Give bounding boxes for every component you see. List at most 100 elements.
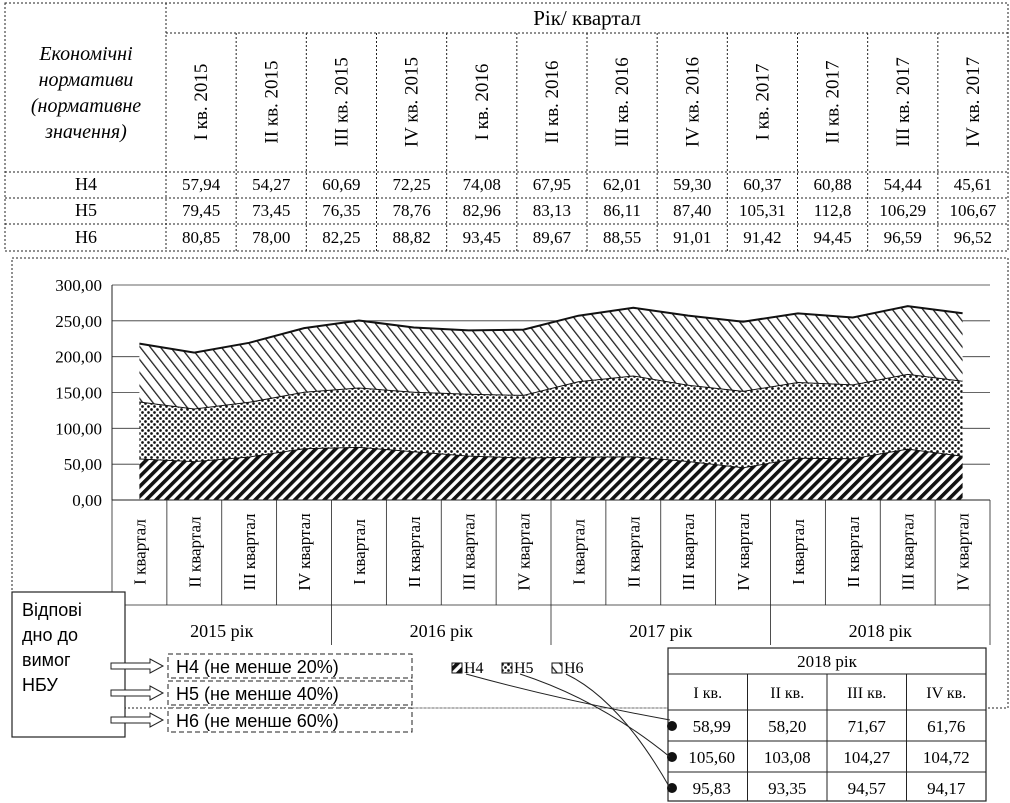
x-category-label: III квартал xyxy=(679,513,698,590)
x-category-label: I квартал xyxy=(350,519,369,585)
row-label: Н4 xyxy=(75,174,97,194)
table-cell: 91,01 xyxy=(673,228,711,247)
column-header: I кв. 2016 xyxy=(472,64,493,141)
requirement-item-box xyxy=(167,653,413,679)
requirement-item-box xyxy=(167,680,413,706)
top-table-border xyxy=(4,2,1009,252)
row-header-line: значення) xyxy=(44,121,127,143)
table-2018-title: 2018 рік xyxy=(797,652,857,671)
y-tick-label: 250,00 xyxy=(55,312,102,331)
table-cell: 93,45 xyxy=(463,228,501,247)
table-2018-cell: 104,27 xyxy=(843,748,890,767)
x-group-label: 2015 рік xyxy=(190,621,254,641)
table-cell: 60,37 xyxy=(743,175,782,194)
column-header: I кв. 2015 xyxy=(191,64,212,141)
table-cell: 79,45 xyxy=(182,201,220,220)
table-cell: 76,35 xyxy=(322,201,360,220)
table-cell: 67,95 xyxy=(533,175,571,194)
x-group-label: 2016 рік xyxy=(410,621,474,641)
y-tick-label: 150,00 xyxy=(55,384,102,403)
bullet-dot xyxy=(667,721,677,731)
row-label: Н5 xyxy=(75,200,97,220)
table-cell: 74,08 xyxy=(463,175,501,194)
table-2018-cell: 94,17 xyxy=(927,779,966,798)
table-cell: 78,00 xyxy=(252,228,290,247)
x-group-label: 2017 рік xyxy=(629,621,693,641)
arrow-icon xyxy=(110,712,165,728)
x-category-label: III квартал xyxy=(240,513,259,590)
legend-label: Н6 xyxy=(564,660,584,677)
connector-h6 xyxy=(565,673,671,789)
requirements-box-line: НБУ xyxy=(22,675,58,695)
table-cell: 82,96 xyxy=(463,201,501,220)
table-cell: 86,11 xyxy=(603,201,641,220)
requirements-box-line: дно до xyxy=(22,625,78,645)
x-category-label: I квартал xyxy=(569,519,588,585)
connector-h4 xyxy=(465,673,671,721)
column-header: III кв. 2015 xyxy=(331,57,352,146)
connector-h5 xyxy=(519,673,671,758)
table-cell: 62,01 xyxy=(603,175,641,194)
top-table: Економічнінормативи(нормативнезначення) … xyxy=(4,2,1009,252)
column-header: IV кв. 2017 xyxy=(963,57,984,147)
table-cell: 73,45 xyxy=(252,201,290,220)
column-header: III кв. 2017 xyxy=(893,57,914,146)
column-header: III кв. 2016 xyxy=(612,57,633,146)
row-label: Н6 xyxy=(75,227,97,247)
area-series-Н4 xyxy=(139,446,963,500)
table-cell: 72,25 xyxy=(392,175,430,194)
nbu-requirements: Відпові дно до вимог НБУ Н4 (не менше 20%) Н… xyxy=(11,591,668,738)
y-tick-label: 100,00 xyxy=(55,419,102,438)
table-cell: 94,45 xyxy=(813,228,851,247)
table-cell: 54,27 xyxy=(252,175,291,194)
legend-label: Н4 xyxy=(464,660,484,677)
row-header-line: нормативи xyxy=(39,69,134,91)
area-edge-Н6 xyxy=(139,305,963,354)
table-2018-column-header: II кв. xyxy=(770,685,804,702)
legend-label: Н5 xyxy=(514,660,534,677)
table-cell: 60,69 xyxy=(322,175,360,194)
column-header: I кв. 2017 xyxy=(752,64,773,141)
x-category-label: II квартал xyxy=(185,516,204,588)
table-2018: 2018 рік I кв. II кв. III кв. IV кв. 58,99 58… xyxy=(667,647,987,802)
area-series-Н5 xyxy=(139,373,963,468)
connector-lines xyxy=(465,673,671,789)
x-category-label: I квартал xyxy=(789,519,808,585)
x-category-label: IV квартал xyxy=(515,513,534,591)
x-group-label: 2018 рік xyxy=(849,621,913,641)
column-header: IV кв. 2015 xyxy=(402,57,423,147)
requirements-box-line: Відпові xyxy=(22,600,82,620)
x-category-label: IV квартал xyxy=(734,513,753,591)
requirement-item-label: Н5 (не менше 40%) xyxy=(176,684,339,704)
x-category-label: II квартал xyxy=(624,516,643,588)
table-2018-column-header: IV кв. xyxy=(926,685,966,702)
table-cell: 83,13 xyxy=(533,201,571,220)
table-cell: 89,67 xyxy=(533,228,572,247)
table-cell: 106,29 xyxy=(879,201,926,220)
x-category-label: II квартал xyxy=(405,516,424,588)
x-category-label: IV квартал xyxy=(295,513,314,591)
table-cell: 88,82 xyxy=(392,228,430,247)
requirement-item-box xyxy=(167,707,413,733)
row-header-line: Економічні xyxy=(38,43,132,65)
x-category-label: III квартал xyxy=(460,513,479,590)
table-cell: 106,67 xyxy=(950,201,997,220)
table-cell: 96,59 xyxy=(884,228,922,247)
bullet-dot xyxy=(667,783,677,793)
y-tick-label: 200,00 xyxy=(55,348,102,367)
table-2018-cell: 61,76 xyxy=(927,717,965,736)
table-cell: 105,31 xyxy=(739,201,786,220)
table-cell: 45,61 xyxy=(954,175,992,194)
bullet-dot xyxy=(667,752,677,762)
table-2018-column-header: I кв. xyxy=(693,685,722,702)
table-2018-cell: 58,99 xyxy=(693,717,731,736)
column-header: II кв. 2015 xyxy=(261,60,282,143)
table-cell: 87,40 xyxy=(673,201,711,220)
x-category-label: IV квартал xyxy=(954,513,973,591)
table-cell: 112,8 xyxy=(814,201,852,220)
column-header: II кв. 2017 xyxy=(823,60,844,143)
table-2018-column-header: III кв. xyxy=(847,685,886,702)
arrow-icon xyxy=(110,658,165,674)
table-cell: 88,55 xyxy=(603,228,641,247)
